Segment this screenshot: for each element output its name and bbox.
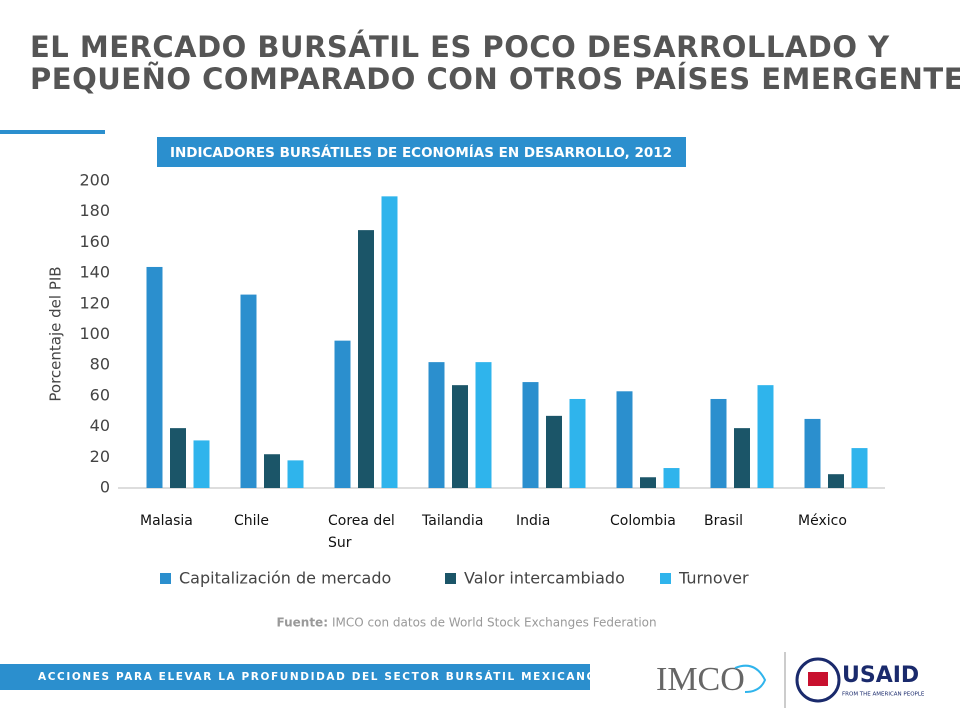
x-tick-label: Tailandia [422, 513, 484, 529]
x-tick-label: Brasil [704, 513, 744, 529]
accent-line [0, 130, 105, 134]
bar [170, 428, 186, 488]
y-tick-label: 120 [79, 293, 110, 312]
bar [334, 340, 351, 488]
bar [546, 415, 562, 488]
x-tick-label: México [798, 513, 847, 529]
bar [146, 266, 163, 488]
footer-text: ACCIONES PARA ELEVAR LA PROFUNDIDAD DEL … [38, 670, 597, 683]
y-tick-label: 140 [79, 263, 110, 282]
bar [828, 474, 844, 488]
bar [851, 448, 868, 488]
y-tick-label: 100 [79, 324, 110, 343]
bar [757, 385, 774, 488]
slide-title: PEQUEÑO COMPARADO CON OTROS PAÍSES EMERG… [30, 62, 960, 96]
x-tick-label: Malasia [140, 513, 193, 529]
bar [663, 468, 680, 488]
legend-swatch [445, 573, 456, 584]
legend-label: Valor intercambiado [464, 569, 625, 588]
source: IMCO con datos de World Stock Exchanges … [332, 616, 657, 630]
bar [710, 398, 727, 488]
bar [640, 477, 656, 488]
bar [616, 391, 633, 488]
footer-bar [0, 664, 590, 690]
legend-label: Capitalización de mercado [179, 569, 391, 588]
bar [475, 362, 492, 488]
bar [358, 230, 374, 488]
bar [240, 294, 257, 488]
x-tick-label: Colombia [610, 513, 676, 529]
x-tick-label: India [516, 513, 551, 529]
bar [287, 460, 304, 488]
y-tick-label: 80 [90, 355, 110, 374]
bar [381, 196, 398, 488]
chart-title: INDICADORES BURSÁTILES DE ECONOMÍAS EN D… [170, 144, 672, 161]
y-tick-label: 0 [100, 478, 110, 497]
usaid-seal-center [808, 672, 828, 686]
bar [193, 440, 210, 488]
bar [734, 428, 750, 488]
legend-swatch [160, 573, 171, 584]
y-tick-label: 60 [90, 385, 110, 404]
logo-swirl [734, 664, 767, 693]
y-tick-label: 40 [90, 416, 110, 435]
y-tick-label: 20 [90, 447, 110, 466]
bar [569, 398, 586, 488]
bar [264, 454, 280, 488]
y-tick-label: 200 [79, 171, 110, 190]
x-tick-label: Chile [234, 513, 270, 529]
y-tick-label: 160 [79, 232, 110, 251]
logo-usaid: USAID [842, 663, 919, 688]
slide-title: EL MERCADO BURSÁTIL ES POCO DESARROLLADO… [30, 30, 890, 64]
x-tick-label: Corea del Sur [328, 513, 395, 551]
logo-imco: IMCO [656, 661, 745, 698]
y-axis-label: Porcentaje del PIB [47, 266, 65, 401]
bar [804, 418, 821, 488]
chart-title-box [157, 137, 686, 167]
bar [452, 385, 468, 488]
legend-swatch [660, 573, 671, 584]
bar [428, 362, 445, 488]
source-label: Fuente: [277, 616, 329, 630]
bar [522, 382, 539, 488]
logo-usaid-tagline: FROM THE AMERICAN PEOPLE [842, 692, 925, 698]
y-tick-label: 180 [79, 201, 110, 220]
legend-label: Turnover [678, 569, 749, 588]
